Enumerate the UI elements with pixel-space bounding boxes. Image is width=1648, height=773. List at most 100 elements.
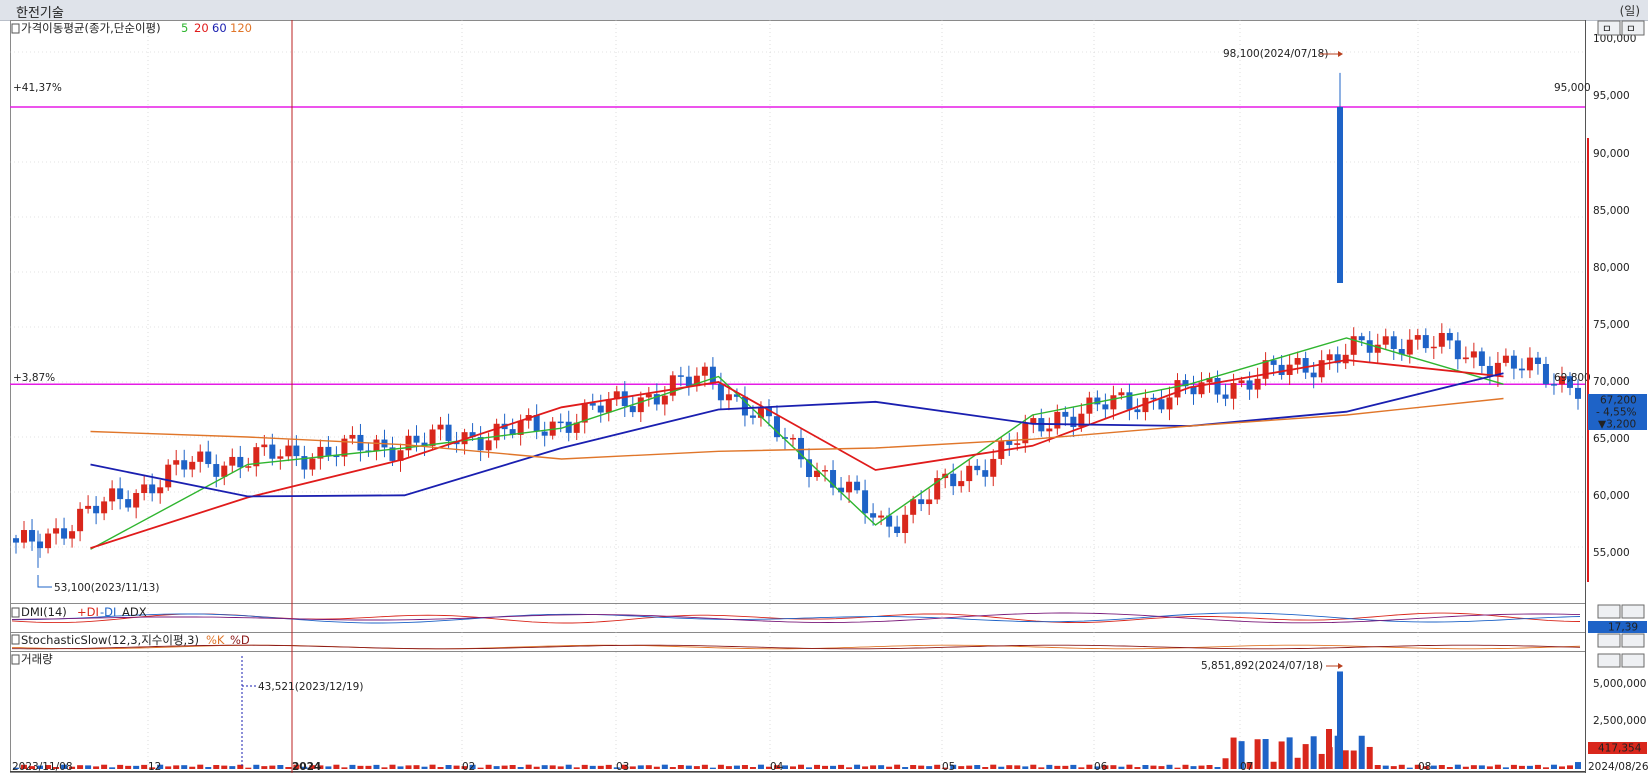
panel-max-button[interactable]: [1597, 604, 1621, 619]
candle-body: [1350, 336, 1357, 355]
dmi-plus-label: +DI: [77, 605, 99, 619]
volume-bar: [645, 765, 652, 769]
dmi-panel-header[interactable]: DMI(14) +DI -DI ADX: [11, 605, 147, 619]
candle-body: [1062, 411, 1069, 417]
volume-bar: [789, 766, 796, 769]
collapse-icon[interactable]: [11, 654, 20, 665]
candle-body: [1494, 362, 1501, 377]
panel-max-button[interactable]: [1597, 633, 1621, 648]
candle-body: [870, 513, 877, 518]
volume-bar: [725, 766, 732, 769]
dmi-adx-label: ADX: [122, 605, 147, 619]
candle-body: [1182, 380, 1189, 387]
stoch-panel-header[interactable]: StochasticSlow(12,3,지수이평,3) %K %D: [11, 633, 250, 647]
volume-bar: [653, 766, 660, 769]
x-tick-label: 2024: [292, 761, 321, 773]
volume-panel-header[interactable]: 거래량: [11, 652, 53, 666]
candle-body: [1238, 380, 1245, 384]
collapse-icon[interactable]: [11, 607, 20, 618]
last-change-badge: [1588, 418, 1647, 430]
candle-body: [389, 447, 396, 461]
candle-body: [1454, 340, 1461, 360]
y-tick-label: 55,000: [1593, 547, 1630, 559]
volume-bar: [53, 767, 60, 769]
volume-bar: [1030, 764, 1037, 769]
price-panel-header[interactable]: 가격이동평균(종가,단순이평) 5 20 60 120: [11, 21, 252, 35]
volume-bar: [1262, 739, 1269, 769]
candle-body: [565, 421, 572, 433]
volume-bar: [541, 765, 548, 769]
volume-bar: [1078, 767, 1085, 769]
stock-chart[interactable]: 가격이동평균(종가,단순이평) 5 20 60 120 98,100(2024/…: [0, 20, 1648, 773]
candle-body: [1254, 378, 1261, 390]
x-tick-label: 2023/11/08: [12, 761, 73, 773]
volume-bar: [21, 764, 28, 769]
panel-max-button[interactable]: [1597, 20, 1621, 36]
volume-bar: [453, 765, 460, 769]
volume-bar: [950, 764, 957, 769]
panel-close-button[interactable]: [1621, 604, 1645, 619]
collapse-icon[interactable]: [11, 634, 20, 645]
candle-body: [1318, 360, 1325, 378]
volume-bar: [1337, 671, 1343, 769]
volume-bar: [1150, 765, 1157, 769]
ma-label-5: 5: [181, 21, 188, 35]
last-price-badges: 67,200 - 4,55% ▼3,200: [1588, 394, 1647, 431]
price-zoom-buttons[interactable]: ㅁ ㅁ: [1597, 20, 1645, 36]
candle-body: [1230, 383, 1237, 399]
candle-body: [958, 481, 965, 487]
stoch-zoom-buttons[interactable]: [1597, 633, 1645, 648]
lower-line-value: 69,800: [1554, 372, 1591, 384]
volume-bar: [701, 764, 708, 769]
candle-body: [1566, 376, 1573, 388]
candle-body: [1142, 397, 1149, 413]
volume-bar: [1398, 764, 1405, 769]
candle-body: [1222, 394, 1229, 399]
volume-bar: [1390, 766, 1397, 769]
volume-bar: [117, 764, 124, 769]
candle-body: [830, 470, 837, 488]
volume-zoom-buttons[interactable]: [1597, 653, 1645, 668]
y-tick-label: 90,000: [1593, 148, 1630, 160]
candle-body: [93, 505, 100, 514]
volume-bar: [990, 764, 997, 769]
candle-body: [229, 456, 236, 466]
candle-body: [1190, 386, 1197, 395]
candle-body: [1158, 399, 1165, 410]
candle-body: [1337, 107, 1343, 283]
volume-bar: [1302, 744, 1309, 769]
x-tick-label: 12: [148, 761, 161, 773]
volume-bar: [493, 766, 500, 769]
volume-bar: [213, 765, 220, 769]
candle-body: [1262, 360, 1269, 379]
stoch-line: [12, 644, 1581, 650]
candle-body: [1342, 354, 1349, 364]
volume-bar: [1542, 767, 1549, 769]
volume-bar: [1006, 765, 1013, 769]
volume-bar: [685, 765, 692, 769]
candle-body: [1134, 409, 1141, 413]
volume-bar: [1414, 764, 1421, 769]
candle-body: [749, 415, 756, 418]
candle-body: [53, 528, 60, 534]
volume-bar: [1022, 766, 1029, 769]
collapse-icon[interactable]: [11, 23, 20, 34]
panel-close-button[interactable]: [1621, 20, 1645, 36]
low-note: 53,100(2023/11/13): [54, 582, 159, 594]
panel-close-button[interactable]: [1621, 653, 1645, 668]
panel-close-button[interactable]: [1621, 633, 1645, 648]
volume-bar: [1118, 766, 1125, 769]
candle-body: [341, 438, 348, 457]
volume-bar: [373, 764, 380, 769]
period-unit-label[interactable]: (일): [1619, 4, 1640, 18]
panel-max-button[interactable]: [1597, 653, 1621, 668]
candle-body: [13, 538, 20, 543]
volume-bar: [309, 765, 316, 769]
upper-line-pct: +41,37%: [13, 82, 62, 94]
dmi-zoom-buttons[interactable]: [1597, 604, 1645, 619]
candle-body: [789, 437, 796, 440]
volume-bar: [1206, 765, 1213, 769]
volume-bar: [870, 765, 877, 769]
volume-bar: [934, 764, 941, 769]
volume-bar: [125, 765, 132, 769]
